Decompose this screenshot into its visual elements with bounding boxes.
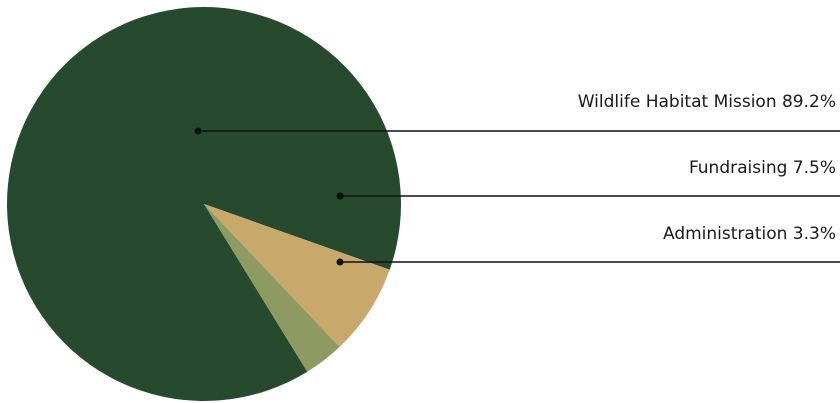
slice-label: Fundraising 7.5% [689,158,836,178]
leader-lines [194,127,840,266]
pie-slices [6,6,402,402]
pie-slice-fundraising [204,204,390,347]
slice-label: Administration 3.3% [663,224,836,244]
slice-label: Wildlife Habitat Mission 89.2% [578,92,836,112]
pie-slice-administration [204,204,340,372]
slice-labels: Wildlife Habitat Mission 89.2% Fundraisin… [578,92,836,244]
